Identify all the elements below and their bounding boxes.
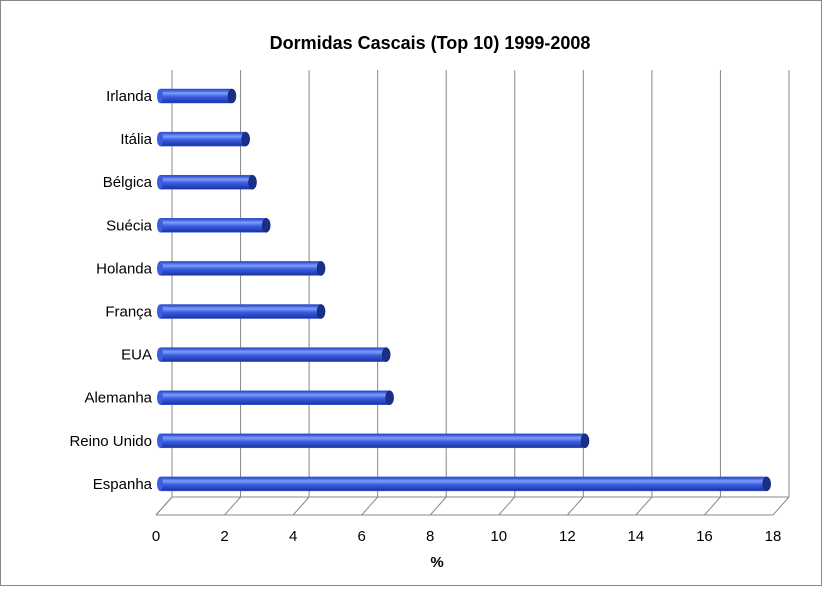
bar-cap: [241, 131, 250, 147]
bar: [157, 390, 394, 405]
bar-base: [157, 175, 163, 190]
bar-cap: [262, 218, 271, 233]
y-tick-label: Suécia: [106, 217, 153, 234]
bar-base: [157, 304, 163, 319]
x-tick-label: 16: [696, 528, 713, 545]
bar-cap: [316, 304, 326, 319]
grid-line: [635, 496, 653, 516]
y-tick-label: Reino Unido: [69, 433, 152, 450]
bar-base: [157, 218, 163, 233]
x-tick-label: 6: [357, 528, 365, 545]
bar: [157, 476, 771, 492]
grid-line: [429, 496, 447, 516]
bar-cap: [385, 390, 394, 405]
y-tick-label: Bélgica: [103, 174, 153, 191]
grid-line: [292, 496, 310, 516]
bar-body: [159, 476, 767, 492]
x-tick-label: 10: [490, 528, 507, 545]
y-tick-label: EUA: [121, 347, 152, 364]
bar-body: [159, 304, 322, 319]
x-tick-label: 14: [628, 528, 645, 545]
bar-cap: [381, 347, 391, 362]
bar-body: [159, 218, 267, 233]
bar-body: [159, 261, 322, 276]
grid-line: [498, 496, 516, 516]
grid-line: [224, 496, 241, 516]
bar-cap: [248, 174, 257, 190]
bar: [157, 261, 326, 276]
grid-line: [772, 496, 790, 516]
bar-cap: [762, 476, 771, 492]
y-tick-label: Itália: [120, 131, 152, 148]
x-tick-label: 18: [765, 528, 782, 545]
y-tick-label: França: [105, 303, 152, 320]
bar: [157, 433, 590, 449]
bar-base: [157, 390, 163, 405]
bar-base: [157, 347, 163, 362]
bar-body: [159, 433, 586, 449]
bar: [157, 88, 237, 104]
y-tick-label: Espanha: [93, 476, 153, 493]
bar: [157, 131, 250, 147]
y-tick-label: Irlanda: [106, 88, 153, 105]
x-tick-label: 0: [152, 528, 160, 545]
bar-cap: [580, 433, 590, 449]
bar-base: [157, 132, 163, 147]
x-tick-label: 2: [220, 528, 228, 545]
grid-line: [704, 496, 721, 516]
x-tick-label: 8: [426, 528, 434, 545]
bar-body: [159, 174, 253, 190]
y-tick-label: Alemanha: [84, 390, 152, 407]
grid-line: [566, 496, 584, 516]
bar: [157, 218, 271, 233]
chart-title: Dormidas Cascais (Top 10) 1999-2008: [270, 33, 591, 53]
bar-cap: [227, 88, 237, 104]
bar-body: [159, 390, 390, 405]
bar-base: [157, 476, 163, 491]
x-tick-label: 4: [289, 528, 297, 545]
y-tick-label: Holanda: [96, 260, 153, 277]
bar-body: [159, 347, 387, 362]
bar: [157, 304, 326, 319]
bar-base: [157, 261, 163, 276]
bar: [157, 174, 257, 190]
bar-body: [159, 88, 233, 104]
x-axis-label: %: [430, 554, 443, 571]
bar-base: [157, 433, 163, 448]
bar-body: [159, 131, 246, 147]
bar: [157, 347, 391, 362]
grid-line: [361, 496, 379, 516]
bar-cap: [316, 261, 326, 276]
grid-line: [155, 496, 173, 516]
x-tick-label: 12: [559, 528, 576, 545]
bar-base: [157, 89, 163, 103]
